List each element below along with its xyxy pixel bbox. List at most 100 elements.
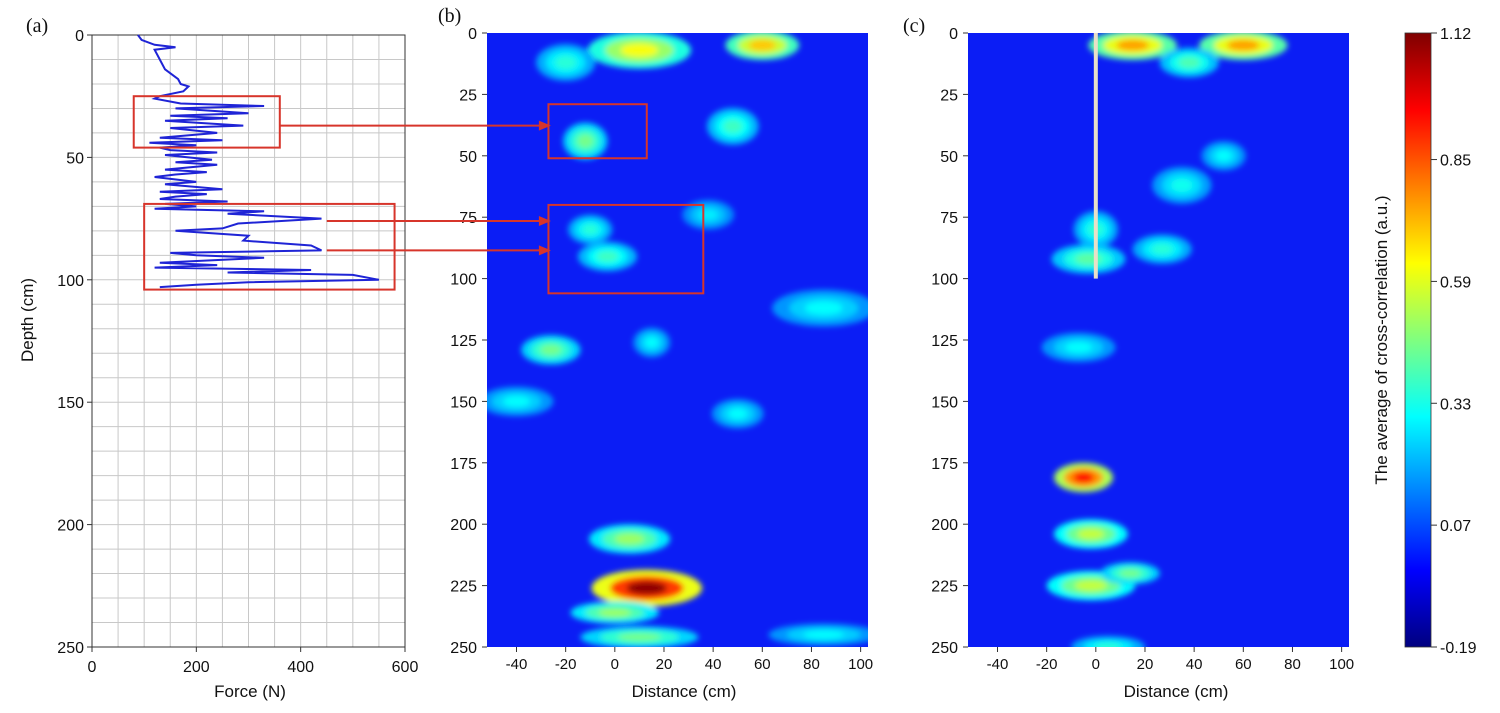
y-tick-label: 150 [57,395,84,412]
highlight-box [547,103,648,160]
hotspot-core [620,43,659,57]
colorbar-tick-label: 0.59 [1440,274,1471,291]
y-tick-label: 50 [459,149,477,166]
x-tick-label: 100 [848,656,873,673]
y-tick-label: 75 [940,210,958,227]
hotspot-core [554,55,577,70]
hotspot-core [1215,150,1232,162]
x-tick-label: 80 [803,656,820,673]
y-tick-label: 100 [450,272,477,289]
hotspot-core [1074,580,1108,592]
colorbar-tick-label: 0.85 [1440,153,1471,170]
hotspot-core [1178,57,1201,68]
link-arrow-head [538,216,551,227]
hotspot-core [1171,178,1193,193]
x-tick-label: 40 [1186,656,1203,673]
hotspot-core [728,408,748,420]
y-tick-label: 150 [931,394,958,411]
y-tick-label: 100 [57,273,84,290]
hotspot-core [502,395,531,407]
panel-a-grid [91,34,406,648]
colorbar-tick-label: 1.12 [1440,26,1471,43]
colorbar-ticks: 1.12 0.85 0.59 0.33 0.07 -0.19 [1431,26,1477,657]
x-tick-label: 400 [287,659,314,676]
y-tick-label: 50 [66,150,84,167]
y-tick-label: 125 [450,333,477,350]
colorbar-label: The average of cross-correlation (a.u.) [1372,195,1391,484]
colorbar-gradient [1404,32,1432,648]
x-tick-label: -20 [555,656,577,673]
hotspot-core [614,533,645,545]
y-tick-label: 200 [450,517,477,534]
panel-a: 0 200 400 600 0 50 100 150 200 250 (a) Force (N)… [18,15,418,701]
hotspot-core [1074,253,1102,265]
panel-c-label: (c) [903,15,925,37]
highlight-box [547,203,705,295]
panel-b-label: (b) [438,5,461,27]
x-tick-label: 100 [1329,656,1354,673]
hotspot-core [1072,472,1095,483]
force-depth-line [137,34,380,289]
highlight-box [132,95,281,149]
panel-b-x-ticks: -40 -20 0 20 40 60 80 100 [506,647,873,673]
panel-c-vertical-line [1093,33,1098,279]
panel-a-y-ticks: 0 50 100 150 200 250 [57,28,92,657]
panel-a-frame [91,34,406,648]
hotspot-core [617,633,662,642]
hotspot-core [1094,642,1122,647]
x-tick-label: 0 [611,656,619,673]
panel-b-highlight-boxes [547,103,705,295]
colorbar-tick-label: -0.19 [1440,640,1477,657]
x-tick-label: 60 [754,656,771,673]
panel-c-heatmap [1041,33,1288,647]
y-tick-label: 200 [57,518,84,535]
panel-b-heatmap [487,33,868,647]
hotspot-core [748,39,776,51]
x-tick-label: 0 [1092,656,1100,673]
link-arrow-head [538,245,551,256]
y-tick-label: 0 [949,26,958,43]
x-tick-label: 200 [183,659,210,676]
x-tick-label: 600 [392,659,419,676]
y-tick-label: 0 [468,26,477,43]
hotspot-core [1116,39,1149,51]
hotspot-core [1119,569,1142,578]
panel-c: -40 -20 0 20 40 60 80 100 0 25 50 75 100 125 150 175 20… [903,15,1354,701]
hotspot-core [626,581,668,595]
y-tick-label: 25 [459,87,477,104]
y-tick-label: 250 [57,640,84,657]
hotspot-core [577,134,594,148]
y-tick-label: 200 [931,517,958,534]
hotspot-core [804,301,843,315]
hotspot-core [1227,39,1260,51]
hotspot-core [582,224,599,235]
panel-a-label: (a) [26,15,48,37]
hotspot-core [598,608,632,617]
y-tick-label: 25 [940,87,958,104]
hotspot-core [1065,341,1093,353]
panel-a-x-axis-label: Force (N) [214,682,286,701]
y-tick-label: 250 [931,640,958,657]
y-tick-label: 175 [450,456,477,473]
panel-c-x-ticks: -40 -20 0 20 40 60 80 100 [987,647,1354,673]
x-tick-label: 40 [705,656,722,673]
hotspot-core [1151,243,1174,255]
panel-c-background [968,33,1349,647]
link-arrows [279,120,551,256]
panel-a-highlight-boxes [132,95,396,291]
colorbar-tick-label: 0.33 [1440,396,1471,413]
panel-c-y-ticks: 0 25 50 75 100 125 150 175 200 225 250 [931,26,968,657]
x-tick-label: 80 [1284,656,1301,673]
x-tick-label: 0 [88,659,97,676]
x-tick-label: -40 [506,656,528,673]
hotspot-core [723,119,743,134]
y-tick-label: 250 [450,640,477,657]
y-tick-label: 225 [450,579,477,596]
y-tick-label: 50 [940,149,958,166]
panel-c-x-axis-label: Distance (cm) [1124,682,1229,701]
y-tick-label: 175 [931,456,958,473]
y-tick-label: 75 [459,210,477,227]
panel-a-y-axis-label: Depth (cm) [18,278,37,362]
colorbar-tick-label: 0.07 [1440,518,1471,535]
